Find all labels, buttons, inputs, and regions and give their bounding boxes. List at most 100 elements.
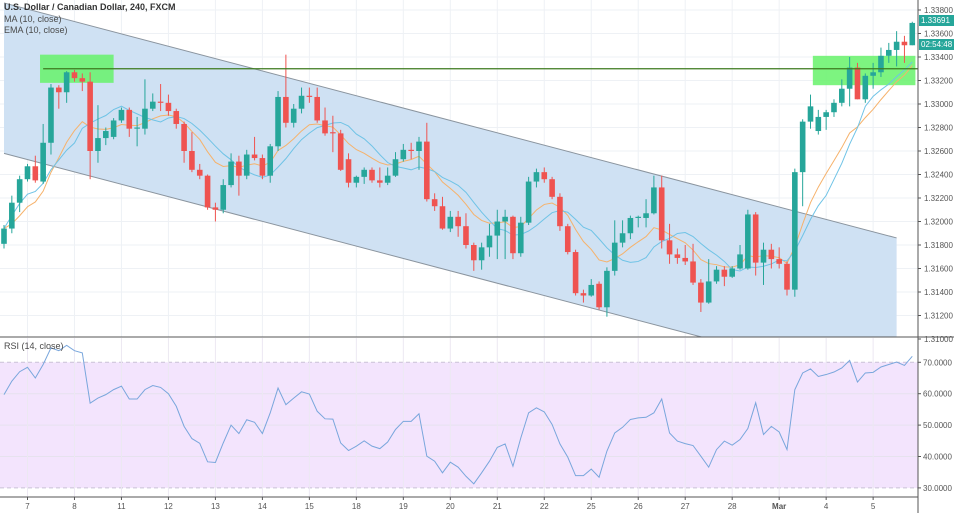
candle-bullish <box>619 220 626 248</box>
candle-bearish <box>408 142 414 160</box>
candle-bullish <box>815 109 822 135</box>
candle-bearish <box>87 72 93 180</box>
channel-fill[interactable] <box>4 2 897 388</box>
candle-body <box>447 216 454 229</box>
ema-legend[interactable]: EMA (10, close) <box>4 25 68 35</box>
candle-bearish <box>510 215 516 260</box>
channel-upper-line[interactable] <box>3 2 897 239</box>
candle-bullish <box>627 215 634 240</box>
price-scale[interactable] <box>919 0 954 337</box>
candle-bearish <box>377 167 383 188</box>
candle-body <box>165 102 172 112</box>
candle-body <box>314 96 320 121</box>
price-tick-label: 1.32800 <box>924 124 953 133</box>
price-tick-label: 1.33800 <box>924 6 953 15</box>
candle-bullish <box>878 47 884 77</box>
rsi-tick-label: 40.0000 <box>923 453 952 462</box>
candle-body <box>384 175 391 183</box>
time-tick-label: 15 <box>305 502 314 511</box>
time-tick-label: 7 <box>25 502 30 511</box>
candle-body <box>392 159 399 176</box>
time-tick-label: 26 <box>634 502 643 511</box>
candle-bullish <box>831 99 837 117</box>
candle-body <box>885 49 892 56</box>
candle-bearish <box>690 243 696 285</box>
candle-bullish <box>102 127 109 146</box>
channel-drawing[interactable] <box>3 2 916 388</box>
candle-bullish <box>400 143 407 162</box>
price-tick-label: 1.32000 <box>924 218 953 227</box>
candle-bearish <box>32 155 39 183</box>
candle-body <box>181 123 187 151</box>
candle-bearish <box>322 107 328 136</box>
candle-bearish <box>165 94 172 116</box>
candle-bearish <box>431 193 438 211</box>
candle-bearish <box>71 69 78 82</box>
price-tick-label: 1.32400 <box>924 171 953 180</box>
candle-body <box>557 196 563 227</box>
candle-bullish <box>517 216 524 257</box>
candle-bearish <box>212 202 219 222</box>
candle-body <box>502 216 508 222</box>
candle-body <box>784 263 790 290</box>
candle-body <box>517 222 524 254</box>
candle-body <box>251 154 258 159</box>
candle-body <box>799 121 806 173</box>
candle-body <box>337 133 344 170</box>
rsi-tick-label: 30.0000 <box>923 484 952 493</box>
rsi-legend[interactable]: RSI (14, close) <box>4 341 64 351</box>
candle-body <box>909 22 916 46</box>
candle-bullish <box>588 279 595 297</box>
candle-body <box>682 257 689 262</box>
time-tick-label: 11 <box>117 502 126 511</box>
candle-bearish <box>752 212 759 276</box>
candle-bullish <box>611 220 618 276</box>
candle-body <box>431 199 438 207</box>
candle-bullish <box>885 42 892 63</box>
candle-bearish <box>564 223 571 255</box>
candle-bearish <box>126 107 133 137</box>
candle-bearish <box>173 108 180 129</box>
rsi-pane <box>0 338 918 497</box>
candles <box>1 21 916 317</box>
candle-bearish <box>471 242 477 271</box>
candle-body <box>71 72 78 79</box>
candle-bearish <box>196 163 203 180</box>
time-tick-label: 12 <box>164 502 173 511</box>
candle-body <box>330 132 336 134</box>
price-tick-label: 1.33600 <box>924 30 953 39</box>
candle-bullish <box>16 175 23 213</box>
candle-body <box>345 159 352 183</box>
candle-bullish <box>95 105 101 163</box>
candle-bullish <box>760 242 767 285</box>
candle-body <box>259 158 266 176</box>
rsi-line <box>3 344 913 485</box>
candle-bullish <box>267 143 274 183</box>
time-tick-label: 27 <box>681 502 690 511</box>
candle-bearish <box>283 54 289 128</box>
candle-body <box>87 81 93 151</box>
candle-bullish <box>862 73 869 103</box>
candle-bearish <box>463 213 469 249</box>
candle-bullish <box>807 94 814 129</box>
candle-body <box>752 214 759 263</box>
candle-bearish <box>369 167 375 183</box>
candle-body <box>478 247 485 261</box>
price-tick-label: 1.31000 <box>924 335 953 344</box>
time-tick-label: 8 <box>72 502 77 511</box>
candle-bullish <box>643 199 649 228</box>
candle-body <box>510 216 516 254</box>
candle-bearish <box>768 243 775 269</box>
candle-body <box>306 95 313 97</box>
price-tick-label: 1.33000 <box>924 100 953 109</box>
ma-legend[interactable]: MA (10, close) <box>4 14 62 24</box>
candle-body <box>870 72 876 76</box>
candle-bearish <box>682 245 689 265</box>
candle-bullish <box>604 267 610 317</box>
candle-body <box>776 259 782 264</box>
channel-lower-line[interactable] <box>3 152 897 388</box>
candle-bullish <box>870 62 876 89</box>
candle-bearish <box>56 85 62 109</box>
